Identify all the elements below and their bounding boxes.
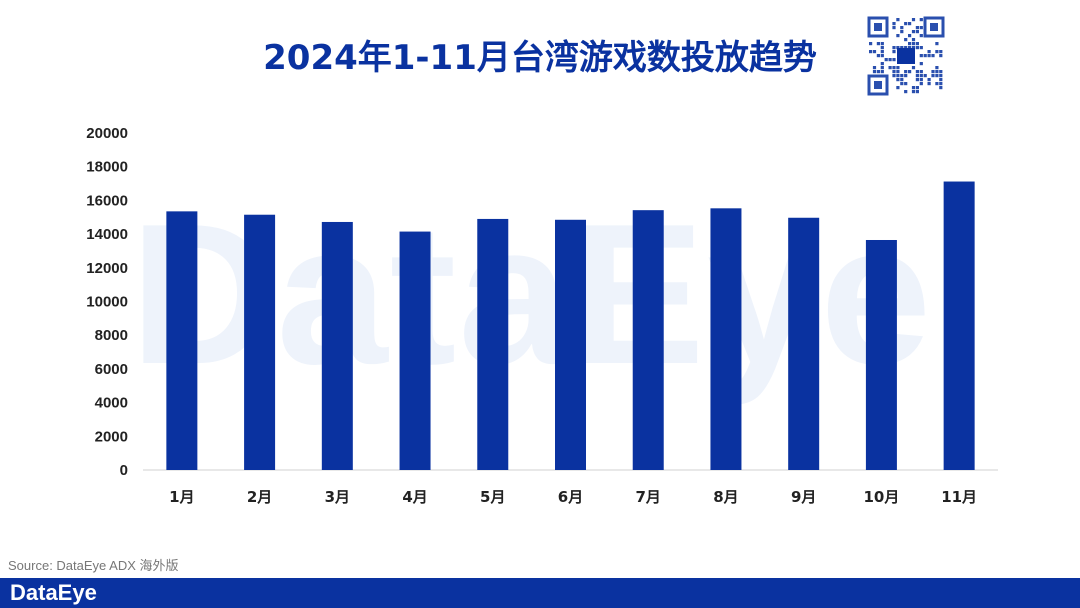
- y-tick-label: 10000: [86, 294, 128, 311]
- bar-4: [399, 231, 431, 470]
- x-tick-label: 2月: [247, 488, 272, 506]
- y-tick-label: 4000: [95, 395, 128, 412]
- bar-2: [244, 214, 276, 470]
- y-tick-label: 16000: [86, 192, 128, 209]
- x-tick-label: 8月: [713, 488, 738, 506]
- bar-11: [943, 181, 975, 470]
- source-note: Source: DataEye ADX 海外版: [8, 558, 179, 573]
- y-tick-label: 2000: [95, 428, 128, 445]
- x-tick-label: 10月: [863, 488, 899, 506]
- qr-code-icon: [867, 16, 945, 96]
- footer-brand: DataEye: [10, 580, 97, 605]
- bar-chart: 0 2000 4000 6000 8000 10000 12000 14000 16000 180…: [86, 125, 998, 506]
- y-tick-label: 18000: [86, 159, 128, 176]
- y-tick-label: 14000: [86, 226, 128, 243]
- x-tick-label: 6月: [558, 488, 583, 506]
- x-tick-label: 1月: [169, 488, 194, 506]
- x-tick-label: 7月: [636, 488, 661, 506]
- y-tick-label: 6000: [95, 361, 128, 378]
- x-tick-label: 5月: [480, 488, 505, 506]
- bar-7: [632, 210, 664, 470]
- bar-9: [788, 217, 820, 470]
- footer-bar: DataEye: [0, 578, 1080, 608]
- bar-8: [710, 208, 742, 470]
- bar-10: [865, 239, 897, 470]
- bar-6: [555, 219, 586, 470]
- y-tick-label: 12000: [86, 260, 128, 277]
- y-tick-label: 8000: [95, 327, 128, 344]
- y-tick-label: 20000: [86, 125, 128, 142]
- x-tick-label: 11月: [941, 488, 977, 506]
- bar-5: [477, 218, 509, 470]
- x-tick-label: 4月: [402, 488, 427, 506]
- x-tick-label: 3月: [325, 488, 350, 506]
- x-tick-label: 9月: [791, 488, 816, 506]
- chart-title: 2024年1-11月台湾游戏数投放趋势: [263, 38, 817, 78]
- bar-1: [166, 211, 198, 471]
- y-tick-label: 0: [120, 462, 128, 479]
- bar-3: [321, 221, 353, 470]
